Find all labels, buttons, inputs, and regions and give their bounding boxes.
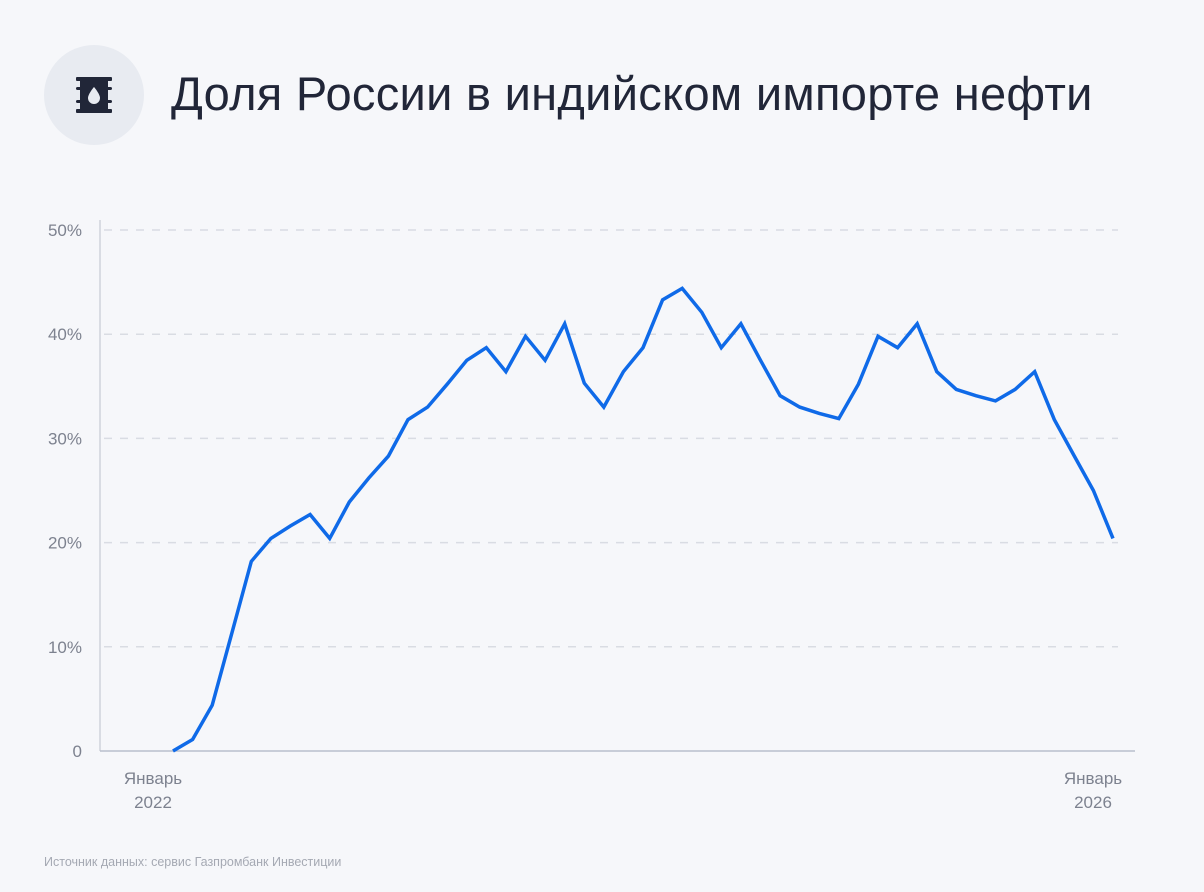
y-axis-ticks: 0 10% 20% 30% 40% 50% [48,221,82,761]
y-tick-label: 30% [48,429,82,448]
y-tick-label: 20% [48,534,82,553]
series-line [172,286,1115,753]
x-tick-label: 2022 [134,793,172,812]
source-note: Источник данных: сервис Газпромбанк Инве… [44,855,342,869]
x-tick-label: Январь [1064,769,1122,788]
page-title: Доля России в индийском импорте нефти [171,67,1093,120]
grid-lines [104,229,1118,648]
x-tick-label: Январь [124,769,182,788]
y-tick-label: 50% [48,221,82,240]
x-tick-label: 2026 [1074,793,1112,812]
y-tick-label: 0 [73,742,82,761]
oil-barrel-icon-badge [44,45,144,145]
x-axis-ticks: Январь 2022 Январь 2026 [124,769,1122,812]
y-tick-label: 10% [48,638,82,657]
oil-barrel-icon [76,77,112,113]
y-tick-label: 40% [48,325,82,344]
